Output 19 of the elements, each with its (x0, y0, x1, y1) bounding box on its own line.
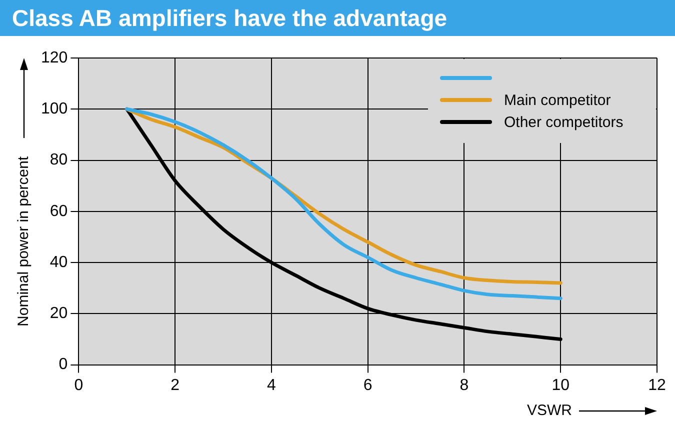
y-tick-label: 120 (40, 49, 68, 66)
y-tick-label: 60 (50, 202, 68, 220)
legend-label: Other competitors (504, 114, 624, 130)
x-axis-title: VSWR (527, 402, 572, 419)
y-axis-title: Nominal power in percent (15, 156, 32, 326)
x-tick-label: 4 (267, 376, 276, 394)
x-tick-label: 6 (363, 376, 372, 394)
x-tick-label: 8 (460, 376, 469, 394)
x-tick-label: 10 (552, 376, 570, 394)
y-tick-label: 80 (50, 152, 68, 169)
legend-label: Main competitor (504, 92, 612, 108)
x-tick-label: 2 (170, 376, 180, 394)
x-tick-label: 12 (648, 376, 666, 394)
y-tick-label: 0 (58, 356, 68, 374)
chart-title: Class AB amplifiers have the advantage (0, 0, 675, 36)
y-tick-label: 100 (40, 100, 68, 118)
y-tick-label: 20 (50, 305, 68, 322)
x-tick-label: 0 (74, 376, 84, 394)
y-tick-label: 40 (50, 254, 68, 271)
